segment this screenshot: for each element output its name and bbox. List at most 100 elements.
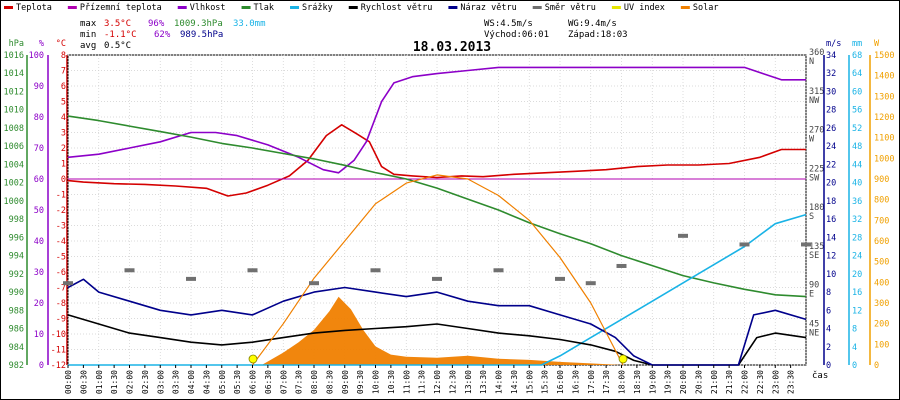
stat-min-label: min [80, 30, 96, 40]
legend-label: Teplota [16, 3, 52, 13]
stat-sunrise: Východ:06:01 [484, 30, 549, 40]
axis-tick-label: 64 [852, 69, 862, 79]
wind-dir-mark [124, 268, 135, 273]
axis-tick-label: E [809, 290, 814, 300]
stat-wg: WG:9.4m/s [568, 19, 617, 29]
axis-tick-label: 12 [826, 252, 836, 262]
x-tick-label: 18:30 [633, 370, 642, 394]
x-tick-label: 07:00 [279, 370, 288, 394]
axis-tick-label: 1012 [4, 87, 24, 97]
legend-swatch [611, 6, 621, 9]
stat-max-hum: 96% [148, 19, 165, 29]
axis-tick-label: 16 [826, 215, 836, 225]
wind-dir-mark [309, 281, 319, 286]
axis-tick-label: 14 [826, 233, 836, 243]
legend-swatch [4, 6, 13, 9]
legend-swatch [67, 6, 77, 9]
axis-tick-label: W [809, 135, 815, 145]
stat-max-rain: 33.0mm [233, 19, 266, 29]
axis-tick-label: 100 [29, 51, 44, 61]
x-tick-label: 07:30 [295, 370, 304, 394]
x-tick-label: 12:00 [433, 370, 442, 394]
series-line-Srážky [68, 213, 807, 366]
x-tick-label: 08:00 [310, 370, 319, 394]
axis-tick-label: 1014 [4, 69, 24, 79]
x-tick-label: 19:30 [664, 370, 673, 394]
axis-tick-label: 7 [61, 67, 66, 77]
x-tick-label: 16:00 [556, 370, 565, 394]
sun-marker [618, 354, 628, 364]
axis-tick-label: 50 [34, 206, 44, 216]
axis-tick-label: 6 [61, 82, 66, 92]
axis-tick-label: 20 [34, 299, 44, 309]
axis-tick-label: N [809, 57, 814, 67]
x-tick-label: 16:30 [571, 370, 580, 394]
axis-tick-label: 1100 [874, 134, 894, 144]
axis-tick-label: 26 [826, 124, 836, 134]
axis-tick-label: 988 [9, 306, 24, 316]
axis-tick-label: 44 [852, 160, 862, 170]
x-tick-label: 20:30 [694, 370, 703, 394]
stat-sunset: Západ:18:03 [568, 30, 628, 40]
axis-tick-label: 12 [852, 306, 862, 316]
stat-avg-temp: 0.5°C [104, 41, 131, 51]
axis-tick-label: 0 [39, 361, 44, 371]
x-tick-label: 10:30 [387, 370, 396, 394]
axis-tick-label: 1400 [874, 72, 894, 82]
x-tick-label: 18:00 [618, 370, 627, 394]
axis-tick-label: 68 [852, 51, 862, 61]
x-tick-label: 22:00 [741, 370, 750, 394]
legend-label: UV index [624, 3, 665, 13]
x-tick-label: 01:00 [95, 370, 104, 394]
axis-tick-label: 30 [826, 87, 836, 97]
axis-tick-label: 500 [874, 258, 889, 268]
axis-unit: % [39, 39, 44, 49]
axis-tick-label: 18 [826, 197, 836, 207]
legend-label: Solar [693, 3, 719, 13]
axis-tick-label: 994 [9, 252, 24, 262]
legend-label: Přízemní teplota [80, 3, 162, 13]
x-tick-label: 10:00 [372, 370, 381, 394]
axis-tick-label: 1 [61, 160, 66, 170]
axis-tick-label: 90 [34, 82, 44, 92]
x-tick-label: 21:30 [725, 370, 734, 394]
axis-tick-label: 0 [826, 361, 831, 371]
axis-tick-label: 1002 [4, 179, 24, 189]
axis-tick-label: 28 [826, 106, 836, 116]
axis-tick-label: 2 [61, 144, 66, 154]
stats-block: max 3.5°C 96% 1009.3hPa 33.0mm min -1.1°… [80, 19, 628, 51]
axis-tick-label: 225 [809, 164, 824, 174]
axis-tick-label: 24 [826, 142, 836, 152]
axis-unit: mm [852, 39, 862, 49]
axis-tick-label: 1000 [4, 197, 24, 207]
x-tick-label: 22:30 [756, 370, 765, 394]
x-tick-label: 15:30 [541, 370, 550, 394]
axis-tick-label: 135 [809, 242, 824, 252]
legend-swatch [241, 6, 251, 9]
axis-tick-label: 60 [34, 175, 44, 185]
axis-unit: hPa [9, 39, 24, 49]
stat-ws: WS:4.5m/s [484, 19, 533, 29]
axis-tick-label: 1000 [874, 154, 894, 164]
x-tick-label: 23:30 [787, 370, 796, 394]
axis-tick-label: SW [809, 173, 820, 183]
legend-label: Srážky [302, 3, 333, 13]
axis-tick-label: 34 [826, 51, 836, 61]
legend-swatch [448, 6, 458, 9]
axis-unit: m/s [826, 39, 841, 49]
axis-tick-label: 10 [34, 330, 44, 340]
stat-min-press: 989.5hPa [180, 30, 223, 40]
x-axis: 00:00 00:30 01:00 01:30 02:00 02:30 03:00 03:30… [64, 365, 796, 394]
axis-tick-label: 60 [852, 87, 862, 97]
axis-tick-label: 28 [852, 233, 862, 243]
x-tick-label: 00:00 [64, 370, 73, 394]
axis-tick-label: 986 [9, 325, 24, 335]
wind-dir-mark [247, 268, 258, 273]
legend-label: Tlak [254, 3, 274, 13]
axis-tick-label: 1004 [4, 160, 24, 170]
x-tick-label: 19:00 [648, 370, 657, 394]
axis-tick-label: 400 [874, 278, 889, 288]
axis-tick-label: 100 [874, 340, 889, 350]
legend-label: Rychlost větru [361, 3, 433, 13]
axis-tick-label: 10 [826, 270, 836, 280]
